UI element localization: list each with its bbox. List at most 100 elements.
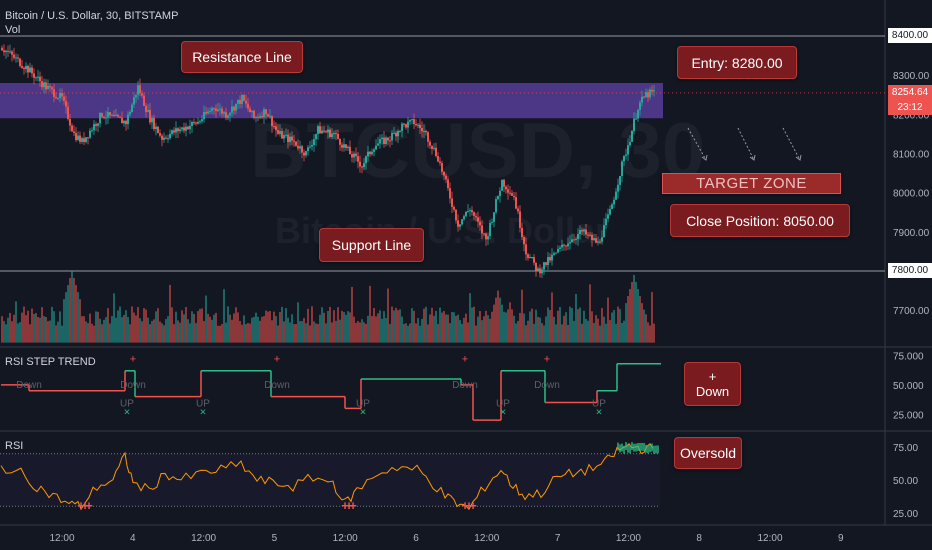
- candle-body: [295, 141, 297, 146]
- candle-body: [161, 135, 163, 140]
- candle-body: [573, 239, 575, 241]
- candle-body: [433, 147, 435, 149]
- candle-body: [381, 137, 383, 140]
- candle-body: [451, 198, 453, 207]
- volume-bar: [613, 309, 615, 343]
- volume-bar: [631, 281, 633, 343]
- rsi-overbought-fill: [647, 445, 649, 454]
- candle-body: [315, 134, 317, 140]
- symbol-title: Bitcoin / U.S. Dollar, 30, BITSTAMP: [5, 10, 179, 22]
- candle-body: [191, 122, 193, 126]
- candle-body: [387, 137, 389, 141]
- candle-body: [551, 254, 553, 261]
- volume-bar: [399, 309, 401, 343]
- candle-body: [305, 151, 307, 156]
- volume-bar: [149, 324, 151, 343]
- candle-body: [545, 262, 547, 265]
- volume-bar: [531, 308, 533, 343]
- volume-bar: [501, 304, 503, 343]
- volume-bar: [247, 323, 249, 343]
- candle-body: [637, 109, 639, 119]
- volume-bar: [577, 309, 579, 343]
- step-up-signal: ×: [596, 406, 602, 418]
- candle-body: [413, 119, 415, 125]
- volume-bar: [201, 308, 203, 343]
- volume-bar: [517, 320, 519, 343]
- candle-body: [471, 210, 473, 213]
- candle-body: [181, 127, 183, 130]
- price-tick-label: 7700.00: [893, 306, 930, 317]
- rsi-overbought-fill: [633, 443, 635, 452]
- candle-body: [533, 257, 535, 263]
- volume-bar: [67, 285, 69, 343]
- candle-body: [343, 144, 345, 148]
- volume-bar: [557, 310, 559, 343]
- candle-body: [267, 114, 269, 117]
- candle-body: [535, 262, 537, 271]
- volume-bar: [193, 313, 195, 343]
- candle-body: [615, 191, 617, 200]
- oversold-marker: +: [469, 498, 477, 513]
- volume-bar: [3, 321, 5, 343]
- volume-bar: [497, 290, 499, 343]
- rsi-overbought-fill: [625, 442, 627, 450]
- candle-body: [583, 229, 585, 232]
- candle-body: [335, 133, 337, 135]
- volume-bar: [265, 310, 267, 343]
- candle-body: [355, 153, 357, 157]
- volume-bar: [523, 313, 525, 343]
- volume-bar: [509, 302, 511, 343]
- volume-bar: [607, 297, 609, 343]
- candle-body: [59, 93, 61, 99]
- volume-bar: [299, 320, 301, 343]
- rsi-tick-label: 50.00: [893, 476, 918, 487]
- candle-body: [113, 114, 115, 116]
- candle-body: [317, 126, 319, 135]
- volume-bar: [261, 316, 263, 343]
- candle-body: [361, 166, 363, 168]
- volume-bar: [7, 317, 9, 343]
- volume-bar: [415, 323, 417, 343]
- candle-body: [263, 109, 265, 118]
- candle-body: [37, 76, 39, 78]
- volume-bar: [315, 323, 317, 343]
- volume-bar: [573, 320, 575, 343]
- oversold-marker: +: [461, 498, 469, 513]
- oversold-marker: +: [345, 498, 353, 513]
- volume-bar: [213, 314, 215, 343]
- candle-body: [521, 227, 523, 238]
- candle-body: [625, 154, 627, 156]
- candle-body: [423, 131, 425, 133]
- rsi-step-label: RSI STEP TREND: [5, 356, 96, 368]
- volume-bar: [245, 324, 247, 343]
- volume-bar: [505, 312, 507, 343]
- volume-bar: [253, 316, 255, 343]
- candle-body: [651, 89, 653, 92]
- rsi-overbought-fill: [629, 445, 631, 454]
- candle-body: [293, 140, 295, 142]
- volume-bar: [389, 323, 391, 343]
- volume-bar: [587, 320, 589, 343]
- candle-body: [587, 234, 589, 236]
- candle-body: [131, 104, 133, 113]
- volume-bar: [223, 289, 225, 343]
- candle-body: [155, 126, 157, 130]
- volume-bar: [95, 311, 97, 343]
- candle-body: [221, 108, 223, 114]
- volume-bar: [313, 321, 315, 343]
- volume-bar: [343, 312, 345, 343]
- candle-body: [457, 220, 459, 227]
- volume-bar: [75, 285, 77, 343]
- volume-bar: [457, 314, 459, 343]
- volume-bar: [463, 317, 465, 343]
- candle-body: [527, 254, 529, 258]
- candle-body: [577, 234, 579, 239]
- candle-body: [505, 186, 507, 190]
- volume-bar: [395, 307, 397, 343]
- volume-bar: [345, 314, 347, 343]
- volume-bar: [643, 309, 645, 343]
- volume-bar: [601, 308, 603, 343]
- volume-bar: [41, 307, 43, 343]
- volume-bar: [273, 311, 275, 343]
